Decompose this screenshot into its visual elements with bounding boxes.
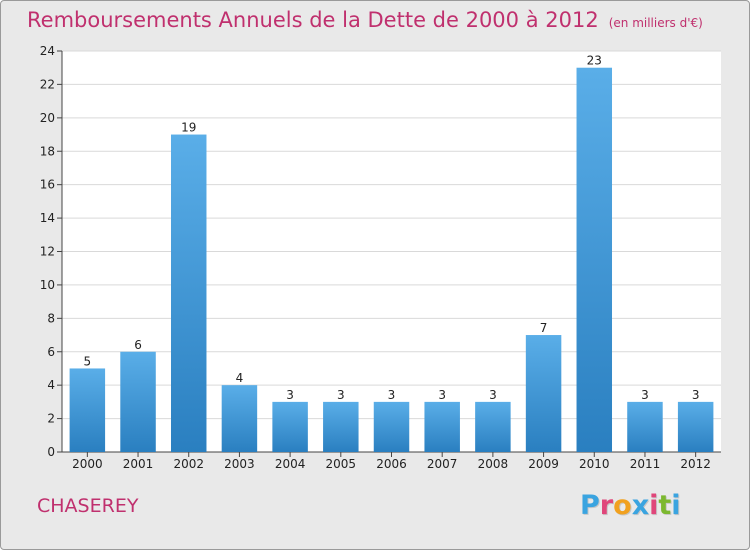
x-tick-label: 2001 [123,457,154,471]
data-label: 19 [181,121,196,135]
data-label: 3 [388,388,396,402]
y-tick-label: 4 [47,378,55,392]
proxiti-logo: Proxiti [580,490,681,521]
labels: 0246810121416182022245200062001192002420… [40,44,711,471]
bar [120,351,156,452]
commune-name: CHASEREY [37,495,139,517]
x-tick-label: 2009 [528,457,559,471]
y-tick-label: 18 [40,144,55,158]
bar [221,385,258,452]
bar [373,401,410,452]
y-tick-label: 16 [40,178,55,192]
y-tick-label: 2 [47,412,55,426]
logo-letter: t [658,490,672,521]
y-tick-label: 14 [40,211,55,225]
bar [69,368,106,452]
chart-unit: (en milliers d'€) [608,16,703,30]
x-tick-label: 2004 [275,457,306,471]
chart-title: Remboursements Annuels de la Dette de 20… [27,8,703,32]
x-tick-label: 2003 [224,457,255,471]
x-tick-label: 2007 [427,457,458,471]
x-tick-label: 2011 [630,457,661,471]
data-label: 23 [587,54,602,68]
x-tick-label: 2005 [326,457,357,471]
chart-title-text: Remboursements Annuels de la Dette de 20… [27,8,599,32]
logo-letter: r [599,490,614,521]
bar [627,401,663,452]
data-label: 6 [134,338,142,352]
y-tick-label: 24 [40,44,55,58]
logo-letter: x [631,490,650,521]
bar [677,401,714,452]
x-tick-label: 2002 [173,457,204,471]
data-label: 4 [236,371,244,385]
x-tick-label: 2008 [478,457,509,471]
data-label: 3 [641,388,649,402]
bar [272,401,308,452]
y-tick-label: 6 [47,345,55,359]
bar [576,67,613,452]
data-label: 3 [286,388,294,402]
x-tick-label: 2012 [680,457,711,471]
x-tick-label: 2010 [579,457,610,471]
bar [323,401,359,452]
data-label: 7 [540,321,548,335]
data-label: 3 [337,388,345,402]
bar [424,401,460,452]
data-label: 3 [438,388,446,402]
bar [475,401,511,452]
data-label: 3 [692,388,700,402]
y-tick-label: 10 [40,278,55,292]
y-tick-label: 0 [47,445,55,459]
x-tick-label: 2000 [72,457,103,471]
bar [170,134,207,452]
x-tick-label: 2006 [376,457,407,471]
y-tick-label: 12 [40,245,55,259]
logo-letter: o [613,490,632,521]
y-tick-label: 22 [40,77,55,91]
logo-letter: P [580,490,600,521]
data-label: 5 [84,354,92,368]
logo-letter: i [649,490,659,521]
bar [525,335,562,452]
logo-letter: i [671,490,681,521]
data-label: 3 [489,388,497,402]
y-tick-label: 20 [40,111,55,125]
bars [69,67,714,452]
y-tick-label: 8 [47,311,55,325]
